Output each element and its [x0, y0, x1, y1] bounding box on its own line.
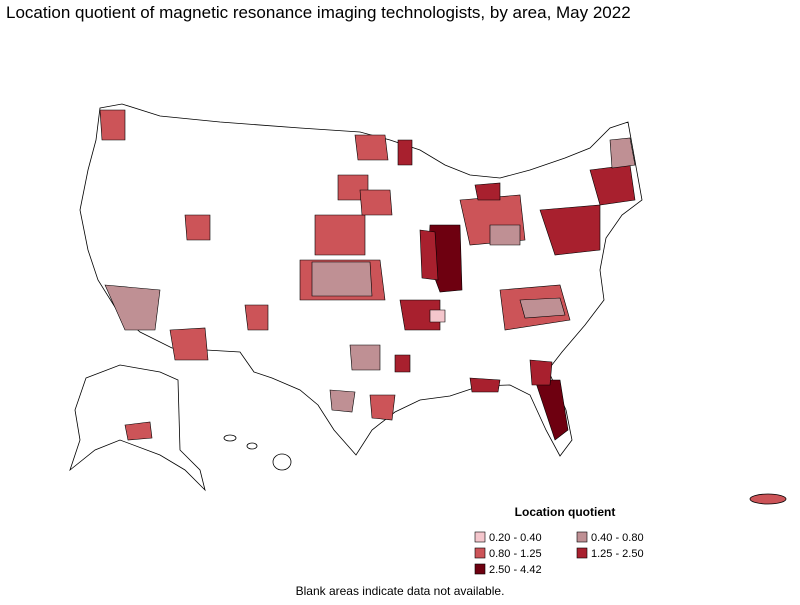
legend-title: Location quotient — [515, 505, 616, 519]
map-area — [311, 261, 373, 297]
legend-label: 1.25 - 2.50 — [591, 548, 644, 560]
map-area — [349, 344, 381, 371]
map-area — [474, 182, 501, 201]
map-area — [529, 359, 553, 386]
map-area — [394, 354, 411, 373]
map-area — [419, 229, 439, 281]
hawaii — [246, 442, 258, 450]
map-area — [314, 214, 366, 256]
footnote: Blank areas indicate data not available. — [296, 584, 505, 598]
map-area — [369, 394, 396, 421]
map-area — [609, 137, 636, 169]
legend: Location quotient 0.20 - 0.40 0.40 - 0.80… — [474, 505, 644, 576]
map-area — [104, 284, 161, 331]
legend-swatch — [474, 563, 486, 575]
legend-label: 2.50 - 4.42 — [489, 564, 542, 576]
legend-swatch — [474, 547, 486, 559]
map-area — [397, 139, 413, 166]
map-area — [469, 377, 501, 393]
map-area — [354, 134, 389, 161]
map-area — [489, 224, 521, 246]
legend-swatch — [474, 531, 486, 543]
map-area — [399, 299, 441, 331]
legend-label: 0.40 - 0.80 — [591, 532, 644, 544]
map-area — [429, 309, 446, 323]
hawaii — [223, 434, 237, 442]
legend-swatch — [576, 531, 588, 543]
map-area — [519, 297, 566, 319]
map-area — [329, 389, 356, 413]
map-area — [184, 214, 211, 241]
map-area — [169, 327, 209, 361]
legend-label: 0.20 - 0.40 — [489, 532, 542, 544]
map-area — [99, 109, 126, 141]
map-area — [244, 304, 269, 331]
map-areas — [99, 109, 636, 441]
legend-swatch — [576, 547, 588, 559]
map-area — [539, 204, 601, 256]
puerto-rico — [749, 493, 787, 505]
map-area — [359, 189, 393, 216]
map-area — [534, 379, 569, 441]
hawaii — [272, 453, 292, 471]
map-area — [124, 421, 153, 441]
map-title: Location quotient of magnetic resonance … — [6, 3, 631, 22]
legend-label: 0.80 - 1.25 — [489, 548, 542, 560]
